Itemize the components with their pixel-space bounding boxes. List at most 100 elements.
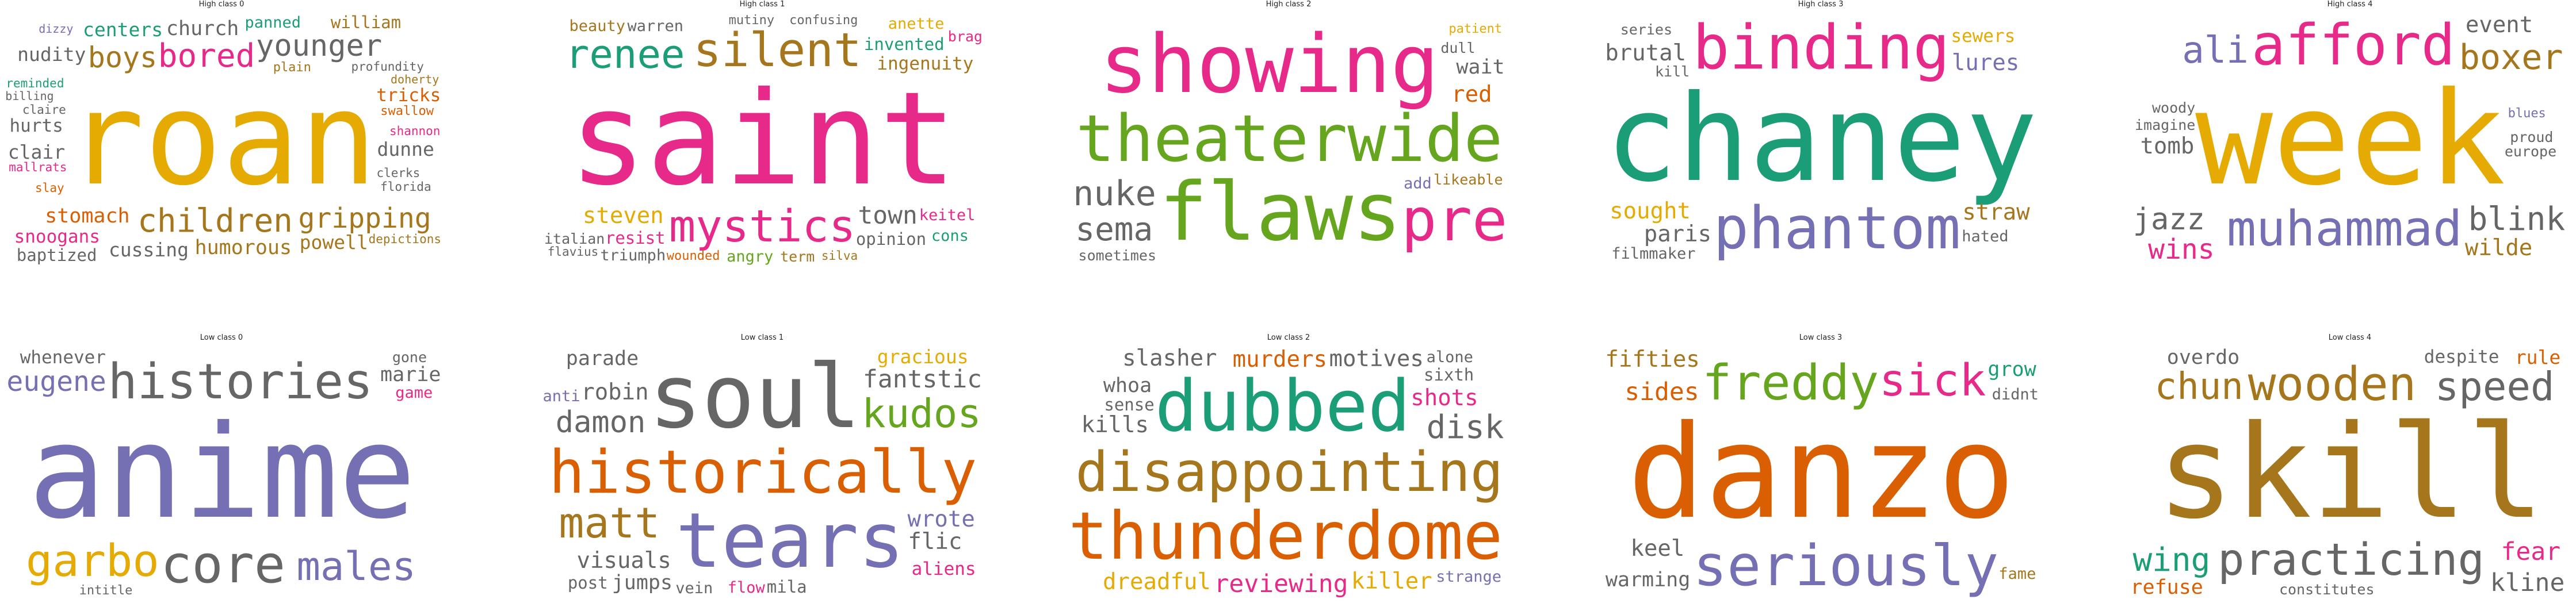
panel-title: Low class 1 [740, 333, 784, 342]
cloud-word: cons [931, 227, 969, 245]
cloud-word: grow [1988, 358, 2036, 381]
cloud-word: likeable [1434, 171, 1503, 189]
cloud-word: boys [87, 40, 158, 74]
cloud-word: wait [1456, 55, 1505, 79]
cloud-word: depictions [368, 232, 441, 246]
cloud-word: red [1451, 81, 1492, 107]
cloud-word: speed [2434, 363, 2555, 410]
cloud-word: shots [1411, 385, 1478, 411]
cloud-word: practicing [2218, 534, 2485, 586]
cloud-word: panned [244, 14, 301, 32]
cloud-word: steven [582, 203, 664, 229]
wordcloud-panel: High class 3 chaneylonfortunateenthusiast… [1599, 0, 2042, 266]
cloud-word: murders [1232, 347, 1327, 373]
cloud-word: anette [888, 14, 945, 33]
cloud-word: cussing [108, 239, 189, 262]
cloud-word: term [780, 248, 815, 265]
cloud-word: theaterwide [1076, 102, 1503, 176]
cloud-word: wrote [907, 506, 975, 532]
cloud-word: silva [821, 249, 858, 263]
cloud-word: opinion [855, 229, 927, 249]
cloud-word: binding [1692, 13, 1950, 83]
cloud-word: silent [693, 23, 862, 78]
cloud-word: overdo [2166, 346, 2240, 369]
cloud-word: dull [1440, 40, 1476, 57]
cloud-word: dunne [377, 137, 434, 160]
cloud-word: showing [1099, 18, 1439, 112]
cloud-word: italian [544, 230, 605, 247]
cloud-word: billing [5, 89, 54, 103]
cloud-word: powell [299, 231, 368, 254]
cloud-word: wing [2132, 541, 2211, 579]
cloud-word: wounded [666, 249, 720, 264]
cloud-word: fantstic [862, 365, 983, 394]
cloud-word: blues [2508, 106, 2546, 121]
cloud-word: soul [648, 346, 861, 449]
cloud-word: gracious [877, 346, 969, 368]
cloud-word: reviewing [1214, 570, 1348, 599]
cloud-word: flic [908, 529, 962, 555]
cloud-word: beauty [569, 17, 626, 36]
cloud-word: alone [1426, 348, 1473, 366]
cloud-word: flavius [547, 245, 599, 259]
word-cloud: theaterwidetelevisionflawsshowingnoticed… [1067, 13, 1510, 266]
cloud-word: gone [392, 349, 427, 366]
cloud-word: sense [1104, 395, 1155, 415]
cloud-word: boxer [2459, 37, 2563, 78]
cloud-word: straw [1962, 199, 2030, 225]
panel-title: Low class 4 [2328, 333, 2372, 342]
cloud-word: seriously [1693, 533, 1999, 599]
cloud-word: constitutes [2279, 581, 2375, 598]
cloud-word: damon [555, 405, 646, 440]
cloud-word: historically [549, 437, 977, 507]
cloud-word: william [330, 13, 402, 32]
cloud-word: vein [675, 579, 713, 597]
cloud-word: flow [727, 579, 765, 597]
cloud-word: afford [2251, 13, 2455, 79]
cloud-word: sought [1610, 198, 1691, 225]
cloud-word: chaney [1605, 70, 2038, 209]
cloud-word: whenever [20, 347, 106, 368]
word-cloud: saintjoansilentmysticseinhornreneegrante… [541, 13, 984, 266]
panel-title: Low class 3 [1799, 333, 1843, 342]
cloud-word: children [137, 202, 293, 240]
cloud-word: sixth [1423, 365, 1474, 385]
cloud-word: rule [2514, 346, 2561, 369]
panel-title: High class 4 [2327, 0, 2373, 9]
word-cloud: historicallyaccuratesoultearshomophobica… [541, 346, 984, 599]
panel-title: High class 1 [739, 0, 785, 9]
word-cloud: chaneylonfortunateenthusiastbindingphant… [1599, 13, 2042, 266]
cloud-word: pre [1401, 186, 1508, 255]
cloud-word: histories [108, 354, 373, 411]
cloud-word: warren [627, 17, 683, 36]
cloud-word: renee [565, 31, 685, 78]
cloud-word: tomb [2140, 133, 2195, 159]
cloud-word: jumps [611, 571, 673, 595]
cloud-word: nuke [1073, 174, 1156, 214]
wordcloud-panel: Low class 4 skillenjoyabledisplayjackiewo… [2128, 333, 2571, 599]
cloud-word: despite [2424, 347, 2499, 368]
cloud-word: patient [1448, 21, 1503, 36]
cloud-word: eugene [6, 365, 106, 398]
cloud-word: hurts [9, 116, 63, 137]
cloud-word: ingenuity [877, 53, 974, 75]
cloud-word: disappointing [1075, 440, 1504, 504]
cloud-word: didnt [1992, 386, 2039, 404]
cloud-word: imagine [2135, 116, 2196, 133]
cloud-word: sides [1625, 378, 1699, 407]
cloud-word: males [296, 544, 416, 590]
cloud-word: game [395, 383, 433, 402]
cloud-word: centers [82, 18, 163, 41]
cloud-word: event [2465, 13, 2533, 39]
cloud-word: mystics [668, 201, 856, 252]
cloud-word: town [858, 201, 918, 230]
cloud-word: younger [256, 29, 383, 64]
wordcloud-panel: High class 4weekhavndefinatlyaffordmuham… [2128, 0, 2571, 266]
wordcloud-panel: Low class 3danzonightmaredamnseriouslyfr… [1599, 333, 2042, 599]
cloud-word: wooden [2248, 357, 2417, 412]
wordcloud-panel: High class 1saintjoansilentmysticseinhor… [541, 0, 984, 266]
cloud-word: mutiny [728, 13, 775, 28]
cloud-word: intitle [79, 583, 133, 598]
cloud-word: shannon [389, 124, 441, 138]
cloud-word: brag [947, 28, 983, 45]
